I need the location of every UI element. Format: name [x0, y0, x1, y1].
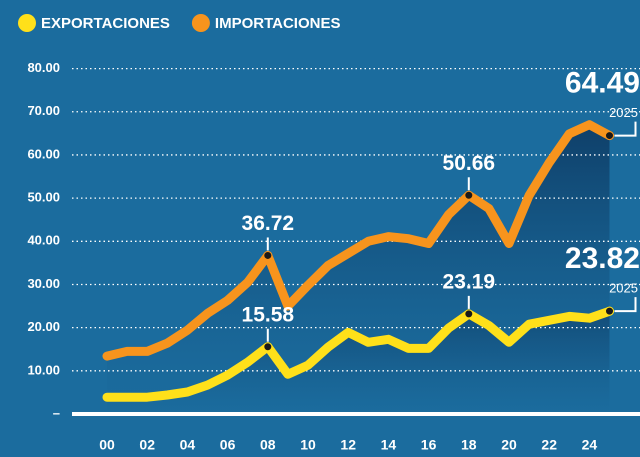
legend-label: IMPORTACIONES — [215, 15, 341, 32]
point — [605, 306, 614, 316]
legend-label: EXPORTACIONES — [41, 15, 170, 32]
legend-swatch — [191, 14, 210, 32]
x-tick-label: 06 — [220, 437, 236, 453]
x-tick-label: 22 — [541, 437, 557, 453]
y-tick-label: 40.00 — [27, 233, 60, 248]
point — [464, 190, 474, 200]
x-tick-label: 18 — [461, 437, 477, 453]
line — [102, 306, 614, 402]
data-label: 23.82 — [565, 242, 640, 275]
y-tick-label: 20.00 — [27, 319, 60, 334]
y-tick-label: 70.00 — [27, 103, 60, 118]
data-label: 36.72 — [242, 212, 295, 235]
data-label: 64.49 — [565, 66, 640, 99]
x-tick-label: 24 — [582, 437, 598, 453]
leader — [614, 121, 637, 137]
point — [605, 131, 614, 141]
point — [464, 309, 474, 319]
y-tick-label: 10.00 — [27, 362, 60, 377]
x-tick-label: 20 — [501, 437, 517, 453]
year-label: 2025 — [609, 281, 638, 296]
area — [107, 124, 610, 414]
x-tick-label: 02 — [139, 437, 155, 453]
y-tick-label: 30.00 — [27, 276, 60, 291]
year-label: 2025 — [609, 105, 638, 120]
leader — [614, 297, 637, 313]
y-tick-label: – — [53, 405, 60, 420]
point — [263, 250, 273, 260]
data-label: 50.66 — [443, 152, 496, 175]
x-tick-label: 12 — [340, 437, 356, 453]
y-tick-label: 50.00 — [27, 190, 60, 205]
x-tick-label: 08 — [260, 437, 276, 453]
line — [102, 120, 614, 361]
x-tick-label: 10 — [300, 437, 316, 453]
legend-swatch — [18, 14, 36, 32]
data-label: 15.58 — [242, 303, 295, 326]
x-tick-label: 00 — [99, 437, 115, 453]
data-label: 23.19 — [443, 270, 496, 293]
x-tick-label: 16 — [421, 437, 437, 453]
y-tick-label: 60.00 — [27, 146, 60, 161]
y-tick-label: 80.00 — [27, 60, 60, 75]
x-tick-label: 04 — [180, 437, 196, 453]
x-tick-label: 14 — [381, 437, 397, 453]
point — [263, 342, 273, 352]
